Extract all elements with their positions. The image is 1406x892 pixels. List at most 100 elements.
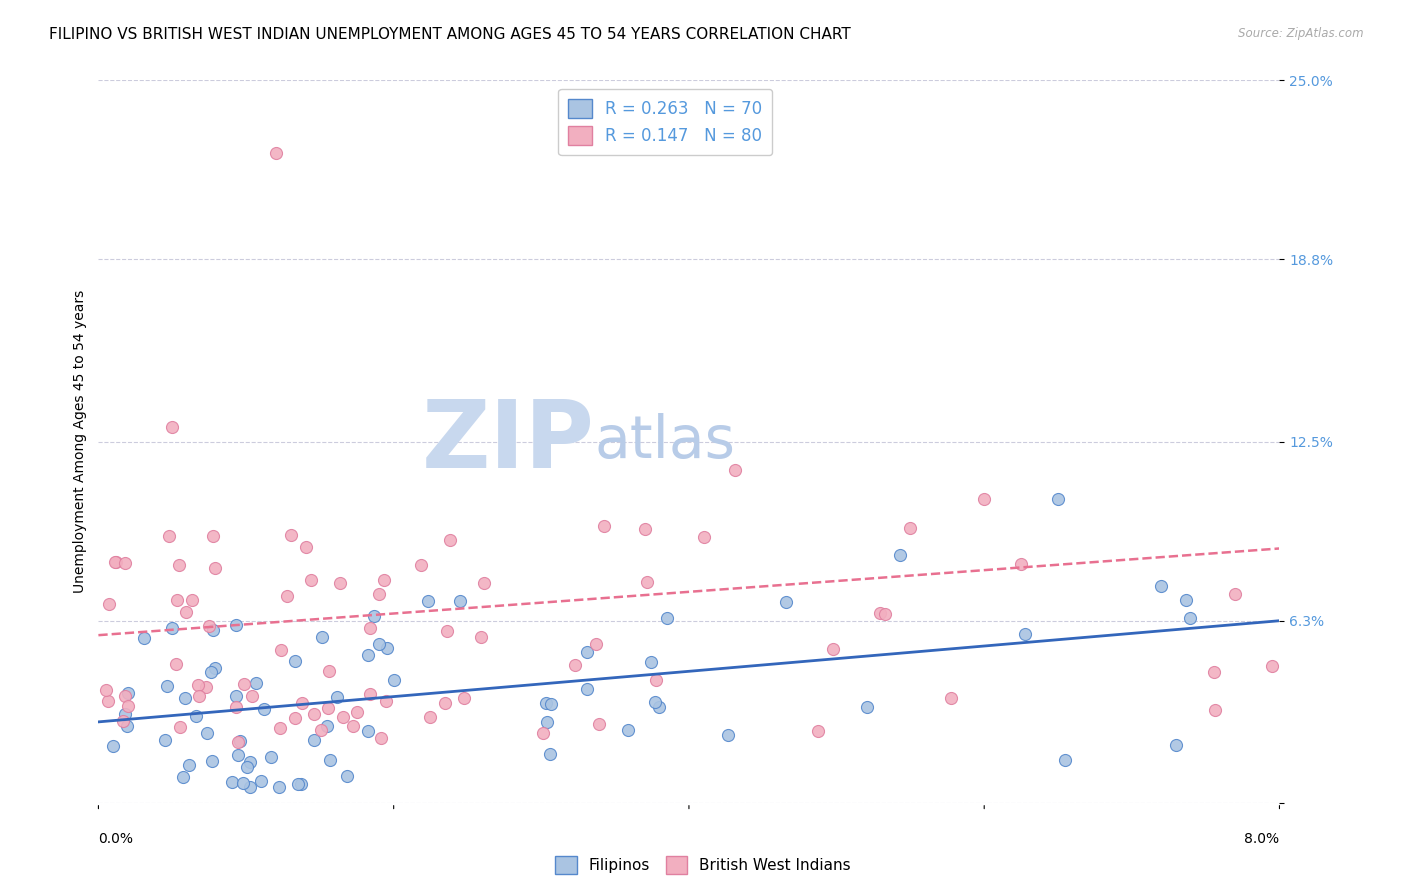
- Point: [592, 518, 614, 533]
- Point: [172, 770, 194, 784]
- Point: [1204, 702, 1226, 716]
- Point: [311, 630, 333, 644]
- Point: [449, 594, 471, 608]
- Point: [356, 648, 378, 662]
- Point: [111, 714, 134, 729]
- Point: [941, 691, 963, 706]
- Point: [363, 609, 385, 624]
- Point: [264, 145, 287, 160]
- Point: [226, 735, 249, 749]
- Point: [585, 637, 607, 651]
- Point: [302, 706, 325, 721]
- Point: [900, 521, 922, 535]
- Point: [1010, 558, 1032, 572]
- Point: [1046, 492, 1070, 507]
- Point: [640, 655, 662, 669]
- Point: [318, 665, 340, 679]
- Text: Source: ZipAtlas.com: Source: ZipAtlas.com: [1239, 27, 1364, 40]
- Point: [692, 530, 714, 544]
- Point: [284, 654, 307, 668]
- Point: [1174, 593, 1197, 607]
- Point: [299, 574, 322, 588]
- Point: [115, 719, 138, 733]
- Point: [287, 777, 309, 791]
- Point: [368, 587, 391, 601]
- Point: [564, 658, 586, 673]
- Text: FILIPINO VS BRITISH WEST INDIAN UNEMPLOYMENT AMONG AGES 45 TO 54 YEARS CORRELATI: FILIPINO VS BRITISH WEST INDIAN UNEMPLOY…: [49, 27, 851, 42]
- Point: [373, 573, 395, 587]
- Point: [201, 624, 224, 638]
- Point: [267, 780, 290, 794]
- Point: [221, 775, 243, 789]
- Point: [1178, 611, 1201, 625]
- Point: [332, 710, 354, 724]
- Point: [114, 707, 136, 722]
- Point: [856, 700, 879, 714]
- Point: [134, 631, 156, 645]
- Point: [433, 696, 456, 710]
- Point: [657, 611, 679, 625]
- Point: [226, 747, 249, 762]
- Point: [202, 528, 225, 542]
- Point: [276, 589, 298, 603]
- Point: [316, 700, 339, 714]
- Point: [165, 657, 187, 671]
- Point: [617, 723, 640, 738]
- Legend: R = 0.263   N = 70, R = 0.147   N = 80: R = 0.263 N = 70, R = 0.147 N = 80: [558, 88, 772, 155]
- Point: [174, 691, 197, 706]
- Point: [472, 576, 495, 591]
- Point: [1054, 753, 1077, 767]
- Point: [634, 522, 657, 536]
- Point: [269, 721, 291, 735]
- Point: [236, 760, 259, 774]
- Point: [346, 705, 368, 719]
- Point: [156, 679, 179, 693]
- Point: [187, 678, 209, 692]
- Point: [194, 680, 217, 694]
- Point: [302, 732, 325, 747]
- Point: [225, 618, 247, 632]
- Point: [1150, 579, 1173, 593]
- Point: [359, 687, 381, 701]
- Point: [370, 731, 392, 745]
- Point: [538, 747, 561, 761]
- Point: [336, 769, 359, 783]
- Point: [319, 753, 342, 767]
- Point: [889, 548, 911, 562]
- Point: [169, 720, 191, 734]
- Legend: Filipinos, British West Indians: Filipinos, British West Indians: [550, 850, 856, 880]
- Point: [101, 739, 124, 754]
- Point: [329, 575, 352, 590]
- Point: [309, 723, 332, 738]
- Point: [645, 673, 668, 687]
- Point: [382, 673, 405, 687]
- Point: [534, 696, 557, 710]
- Point: [94, 682, 117, 697]
- Point: [290, 777, 312, 791]
- Point: [167, 558, 190, 573]
- Point: [229, 734, 252, 748]
- Point: [1260, 658, 1282, 673]
- Point: [233, 677, 256, 691]
- Text: ZIP: ZIP: [422, 395, 595, 488]
- Point: [157, 529, 180, 543]
- Point: [186, 709, 208, 723]
- Point: [200, 665, 222, 679]
- Point: [1166, 738, 1188, 752]
- Point: [280, 528, 302, 542]
- Point: [869, 606, 891, 620]
- Point: [575, 682, 598, 697]
- Point: [717, 728, 740, 742]
- Text: 0.0%: 0.0%: [98, 831, 134, 846]
- Point: [644, 695, 666, 709]
- Point: [284, 711, 307, 725]
- Point: [576, 645, 599, 659]
- Point: [97, 597, 120, 611]
- Point: [368, 637, 391, 651]
- Point: [326, 690, 349, 705]
- Point: [439, 533, 461, 547]
- Point: [259, 750, 281, 764]
- Point: [117, 698, 139, 713]
- Point: [239, 756, 262, 770]
- Point: [204, 561, 226, 575]
